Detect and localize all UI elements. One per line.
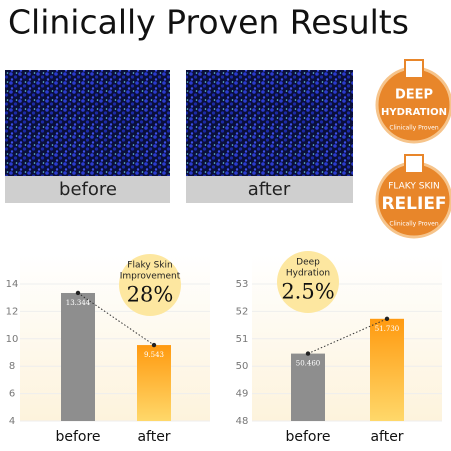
after-image <box>186 70 353 176</box>
y-tick-label: 8 <box>9 361 15 372</box>
label-bar <box>186 176 353 203</box>
connector <box>77 292 155 346</box>
y-tick-label: 4 <box>9 416 15 427</box>
value-label: 50.460 <box>296 360 321 368</box>
callout-label: Flaky Skin <box>127 261 172 271</box>
badge-text: FLAKY SKIN <box>388 182 440 192</box>
callout-value: 28% <box>127 283 174 307</box>
callout-label: Deep <box>296 258 320 268</box>
point <box>75 290 81 296</box>
callout <box>119 254 181 316</box>
y-tick-label: 52 <box>236 306 249 317</box>
x-tick-label: after <box>370 429 403 445</box>
badge: DEEP HYDRATION Clinically Proven <box>375 59 451 144</box>
connector <box>307 318 388 355</box>
badge-note: Clinically Proven <box>389 125 439 132</box>
bar <box>291 353 325 421</box>
x-tick-label: before <box>55 429 100 445</box>
y-tick-label: 51 <box>236 334 249 345</box>
title: Clinically Proven Results <box>8 3 409 42</box>
callout-label: Hydration <box>286 269 330 279</box>
y-tick-label: 49 <box>236 389 249 400</box>
y-tick-label: 53 <box>236 279 249 290</box>
bar <box>61 292 95 421</box>
plot-background <box>20 255 210 421</box>
badge-text: RELIEF <box>381 194 446 214</box>
value-label: 9.543 <box>144 351 164 359</box>
image-label: after <box>248 179 291 200</box>
bar <box>370 318 404 421</box>
before-image <box>5 70 170 176</box>
x-tick-label: after <box>137 429 170 445</box>
y-tick-label: 48 <box>236 416 249 427</box>
point <box>384 316 390 321</box>
image-label: before <box>59 179 117 200</box>
y-tick-label: 14 <box>6 279 19 290</box>
y-tick-label: 10 <box>6 334 19 345</box>
y-tick-label: 6 <box>9 389 15 400</box>
callout-label: Improvement <box>120 272 181 282</box>
bar <box>137 345 171 421</box>
value-label: 51.730 <box>375 325 400 333</box>
badge-text: DEEP <box>395 88 433 103</box>
badge-note: Clinically Proven <box>389 221 439 228</box>
x-tick-label: before <box>285 429 330 445</box>
y-tick-label: 50 <box>236 361 249 372</box>
callout-value: 2.5% <box>281 280 334 304</box>
point <box>151 342 157 348</box>
y-tick-label: 12 <box>6 306 19 317</box>
label-bar <box>5 176 170 203</box>
callout <box>277 251 339 313</box>
badge: FLAKY SKIN RELIEF Clinically Proven <box>375 154 451 239</box>
value-label: 13.344 <box>66 299 91 307</box>
badge-text: HYDRATION <box>381 107 447 118</box>
point <box>305 351 311 356</box>
